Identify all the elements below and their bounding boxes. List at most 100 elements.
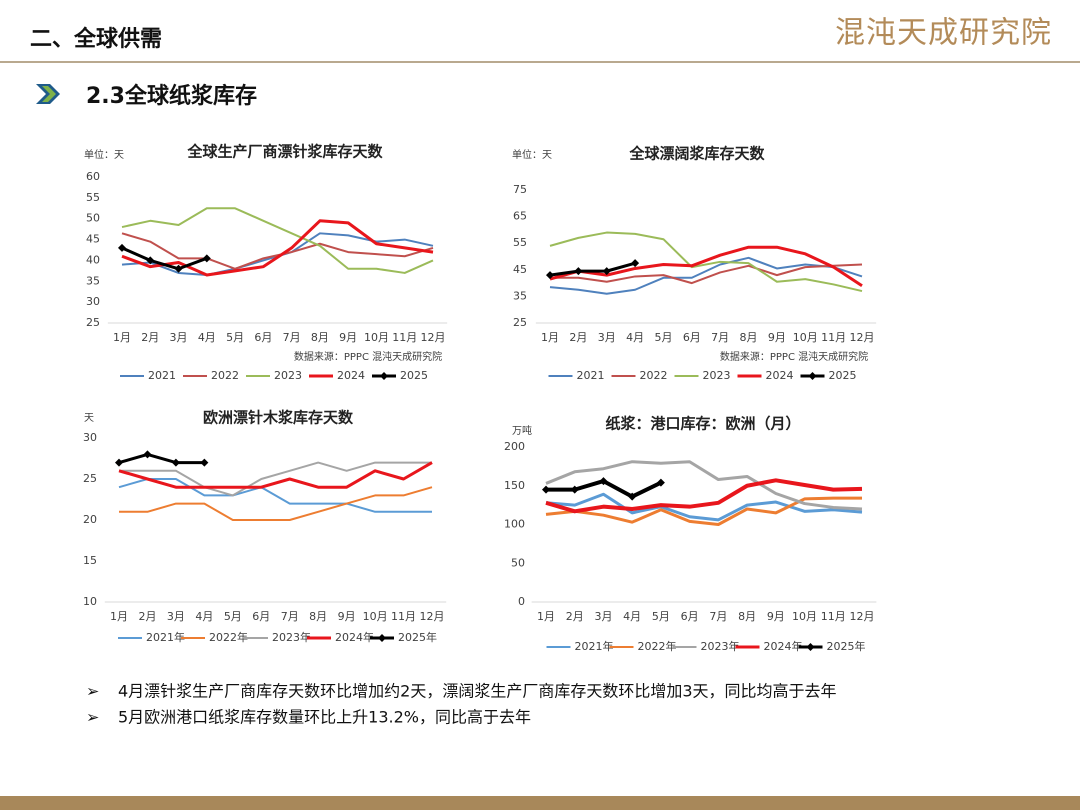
point-marker xyxy=(628,492,637,501)
x-tick-label: 11月 xyxy=(821,610,846,623)
y-tick-label: 45 xyxy=(86,233,100,246)
series-line xyxy=(545,478,863,514)
arrow-icon xyxy=(42,86,56,102)
legend-label: 2023年 xyxy=(701,639,740,653)
subtitle: 2.3全球纸浆库存 xyxy=(86,83,257,109)
x-tick-label: 5月 xyxy=(654,331,672,344)
x-tick-label: 5月 xyxy=(226,331,244,344)
unit-label: 单位：天 xyxy=(512,148,552,161)
legend-label: 2023 xyxy=(703,369,731,382)
series-line xyxy=(549,256,863,295)
x-tick-label: 1月 xyxy=(541,331,559,344)
point-marker xyxy=(574,267,583,276)
legend-label: 2024 xyxy=(766,369,794,382)
y-tick-label: 50 xyxy=(86,212,100,225)
point-marker xyxy=(202,254,211,263)
legend-marker xyxy=(378,634,386,642)
x-tick-label: 11月 xyxy=(821,331,846,344)
series-line xyxy=(549,231,863,293)
legend-label: 2021年 xyxy=(146,630,185,644)
series-line xyxy=(119,486,433,521)
series-line xyxy=(550,263,863,285)
legend-label: 2022年 xyxy=(209,630,248,644)
logo: 混沌天成研究院 xyxy=(835,16,1052,51)
x-tick-label: 12月 xyxy=(850,610,875,623)
chart-title: 全球生产厂商漂针浆库存天数 xyxy=(186,143,383,161)
chart-title: 欧洲漂针木浆库存天数 xyxy=(203,409,354,427)
x-tick-label: 11月 xyxy=(392,331,417,344)
y-tick-label: 10 xyxy=(83,595,97,608)
series-line xyxy=(118,452,205,465)
y-tick-label: 45 xyxy=(513,263,527,276)
x-tick-label: 4月 xyxy=(195,610,213,623)
y-tick-label: 25 xyxy=(83,472,97,485)
y-tick-label: 100 xyxy=(504,518,525,531)
y-tick-label: 55 xyxy=(86,191,100,204)
x-tick-label: 8月 xyxy=(311,331,329,344)
x-tick-label: 6月 xyxy=(681,610,699,623)
x-tick-label: 9月 xyxy=(768,331,786,344)
legend-label: 2021 xyxy=(148,369,176,382)
y-tick-label: 65 xyxy=(513,210,527,223)
y-tick-label: 20 xyxy=(83,513,97,526)
x-tick-label: 12月 xyxy=(850,331,875,344)
legend-marker xyxy=(806,643,815,651)
y-tick-label: 15 xyxy=(83,554,97,567)
y-tick-label: 25 xyxy=(86,316,100,329)
x-tick-label: 7月 xyxy=(709,610,727,623)
legend-label: 2023年 xyxy=(272,630,311,644)
x-tick-label: 9月 xyxy=(339,331,357,344)
footer-bar xyxy=(0,796,1080,810)
bullet-marker: ➢ xyxy=(86,708,99,727)
x-tick-label: 10月 xyxy=(792,610,817,623)
x-tick-label: 8月 xyxy=(740,331,758,344)
arrow-icon xyxy=(36,84,60,104)
y-tick-label: 0 xyxy=(518,595,525,608)
y-tick-label: 150 xyxy=(504,479,525,492)
unit-label: 万吨 xyxy=(512,424,532,437)
series-line xyxy=(118,461,433,489)
bullet: 5月欧洲港口纸浆库存数量环比上升13.2%，同比高于去年 xyxy=(118,708,531,727)
x-tick-label: 4月 xyxy=(198,331,216,344)
y-tick-label: 30 xyxy=(86,295,100,308)
x-tick-label: 2月 xyxy=(569,331,587,344)
x-tick-label: 9月 xyxy=(338,610,356,623)
series-line xyxy=(545,460,863,511)
x-tick-label: 2月 xyxy=(138,610,156,623)
bullet: 4月漂针浆生产厂商库存天数环比增加约2天，漂阔浆生产厂商库存天数环比增加3天，同… xyxy=(118,682,837,701)
x-tick-label: 7月 xyxy=(281,610,299,623)
x-tick-label: 11月 xyxy=(391,610,416,623)
legend-label: 2022 xyxy=(640,369,668,382)
series-line xyxy=(549,261,636,277)
source-note: 数据来源：PPPC 混沌天成研究院 xyxy=(720,350,868,363)
unit-label: 单位：天 xyxy=(84,148,124,161)
point-marker xyxy=(656,478,665,487)
x-tick-label: 7月 xyxy=(711,331,729,344)
x-tick-label: 6月 xyxy=(252,610,270,623)
point-marker xyxy=(599,477,608,486)
legend-label: 2025 xyxy=(400,369,428,382)
point-marker xyxy=(115,458,123,467)
point-marker xyxy=(570,485,579,494)
x-tick-label: 1月 xyxy=(110,610,128,623)
x-tick-label: 4月 xyxy=(623,610,641,623)
x-tick-label: 10月 xyxy=(793,331,818,344)
point-marker xyxy=(118,243,126,252)
y-tick-label: 60 xyxy=(86,170,100,183)
y-tick-label: 35 xyxy=(86,274,100,287)
x-tick-label: 6月 xyxy=(683,331,701,344)
legend-label: 2021年 xyxy=(575,639,614,653)
x-tick-label: 12月 xyxy=(420,610,445,623)
series-line xyxy=(119,461,432,497)
x-tick-label: 6月 xyxy=(254,331,272,344)
legend-label: 2022年 xyxy=(638,639,677,653)
point-marker xyxy=(546,271,554,280)
unit-label: 天 xyxy=(84,413,94,424)
series-line xyxy=(549,245,863,288)
x-tick-label: 9月 xyxy=(767,610,785,623)
x-tick-label: 2月 xyxy=(566,610,584,623)
section-title: 二、全球供需 xyxy=(30,26,162,52)
legend-marker xyxy=(808,372,817,380)
y-tick-label: 75 xyxy=(513,183,527,196)
